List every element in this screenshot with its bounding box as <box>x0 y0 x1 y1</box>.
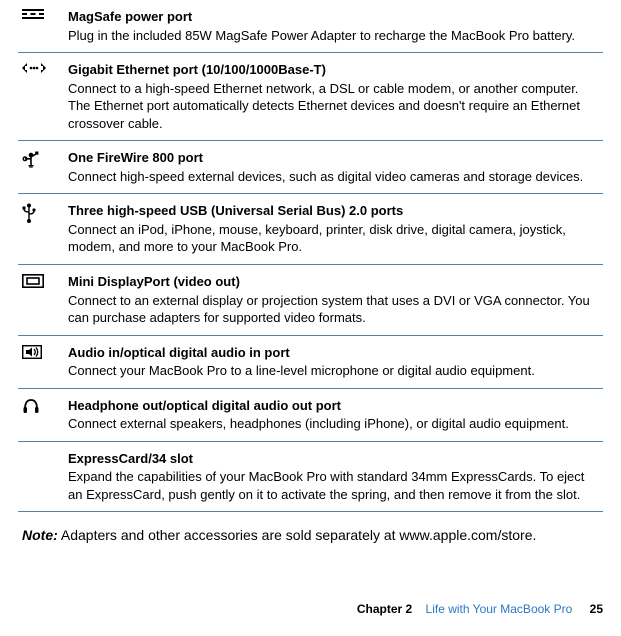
port-title: MagSafe power port <box>68 8 599 26</box>
table-row: Headphone out/optical digital audio out … <box>18 388 603 441</box>
note-text: Adapters and other accessories are sold … <box>58 527 537 543</box>
usb-icon <box>22 203 36 223</box>
footer-title: Life with Your MacBook Pro <box>426 602 573 616</box>
port-desc: Connect to an external display or projec… <box>68 292 599 327</box>
port-text: Gigabit Ethernet port (10/100/1000Base-T… <box>64 53 603 141</box>
page-content: MagSafe power port Plug in the included … <box>0 0 621 545</box>
port-title: ExpressCard/34 slot <box>68 450 599 468</box>
table-row: Gigabit Ethernet port (10/100/1000Base-T… <box>18 53 603 141</box>
port-desc: Expand the capabilities of your MacBook … <box>68 468 599 503</box>
table-row: Mini DisplayPort (video out) Connect to … <box>18 265 603 336</box>
port-title: Audio in/optical digital audio in port <box>68 344 599 362</box>
icon-cell <box>18 441 64 512</box>
ports-table: MagSafe power port Plug in the included … <box>18 0 603 512</box>
port-title: Gigabit Ethernet port (10/100/1000Base-T… <box>68 61 599 79</box>
port-desc: Connect your MacBook Pro to a line-level… <box>68 362 599 380</box>
table-row: MagSafe power port Plug in the included … <box>18 0 603 53</box>
note-line: Note: Adapters and other accessories are… <box>18 512 603 545</box>
port-title: Mini DisplayPort (video out) <box>68 273 599 291</box>
table-row: ExpressCard/34 slot Expand the capabilit… <box>18 441 603 512</box>
icon-cell <box>18 335 64 388</box>
port-desc: Connect high-speed external devices, suc… <box>68 168 599 186</box>
table-row: Audio in/optical digital audio in port C… <box>18 335 603 388</box>
table-row: One FireWire 800 port Connect high-speed… <box>18 141 603 194</box>
port-text: MagSafe power port Plug in the included … <box>64 0 603 53</box>
port-desc: Connect an iPod, iPhone, mouse, keyboard… <box>68 221 599 256</box>
headphone-icon <box>22 398 40 414</box>
port-title: Three high-speed USB (Universal Serial B… <box>68 202 599 220</box>
icon-cell <box>18 388 64 441</box>
port-text: ExpressCard/34 slot Expand the capabilit… <box>64 441 603 512</box>
magsafe-icon <box>22 9 44 19</box>
displayport-icon <box>22 274 44 288</box>
note-label: Note: <box>22 527 58 543</box>
table-row: Three high-speed USB (Universal Serial B… <box>18 194 603 265</box>
port-title: Headphone out/optical digital audio out … <box>68 397 599 415</box>
port-title: One FireWire 800 port <box>68 149 599 167</box>
port-text: Mini DisplayPort (video out) Connect to … <box>64 265 603 336</box>
ethernet-icon <box>22 62 46 74</box>
port-desc: Connect external speakers, headphones (i… <box>68 415 599 433</box>
firewire-icon <box>22 150 40 168</box>
icon-cell <box>18 0 64 53</box>
footer-page: 25 <box>590 602 603 616</box>
port-text: Headphone out/optical digital audio out … <box>64 388 603 441</box>
port-text: Audio in/optical digital audio in port C… <box>64 335 603 388</box>
footer-chapter: Chapter 2 <box>357 602 412 616</box>
page-footer: Chapter 2 Life with Your MacBook Pro 25 <box>357 602 603 616</box>
icon-cell <box>18 53 64 141</box>
icon-cell <box>18 141 64 194</box>
icon-cell <box>18 194 64 265</box>
audio-in-icon <box>22 345 42 359</box>
icon-cell <box>18 265 64 336</box>
port-desc: Connect to a high-speed Ethernet network… <box>68 80 599 133</box>
port-desc: Plug in the included 85W MagSafe Power A… <box>68 27 599 45</box>
port-text: Three high-speed USB (Universal Serial B… <box>64 194 603 265</box>
port-text: One FireWire 800 port Connect high-speed… <box>64 141 603 194</box>
